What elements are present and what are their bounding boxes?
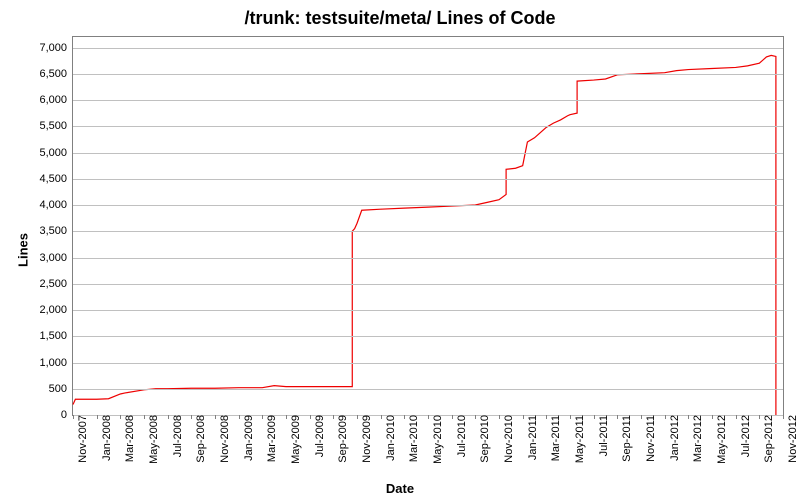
grid-line	[73, 284, 783, 285]
y-axis-label: Lines	[15, 233, 30, 267]
x-tick-label: May-2008	[144, 415, 160, 464]
grid-line	[73, 48, 783, 49]
x-tick-label: Nov-2011	[641, 415, 657, 462]
y-tick-label: 6,000	[39, 94, 73, 106]
x-tick-label: Nov-2007	[73, 415, 89, 463]
y-tick-label: 3,000	[39, 252, 73, 264]
x-tick-label: Jan-2009	[239, 415, 255, 461]
grid-line	[73, 74, 783, 75]
plot-area: 05001,0001,5002,0002,5003,0003,5004,0004…	[72, 36, 784, 416]
x-tick-label: Mar-2010	[404, 415, 420, 462]
x-tick-label: Sep-2011	[617, 415, 633, 462]
x-tick-label: Jul-2008	[168, 415, 184, 457]
x-tick-label: Nov-2008	[215, 415, 231, 463]
y-tick-label: 4,500	[39, 173, 73, 185]
x-tick-label: May-2009	[286, 415, 302, 464]
y-tick-label: 5,000	[39, 147, 73, 159]
x-tick-label: Jan-2008	[97, 415, 113, 461]
grid-line	[73, 310, 783, 311]
x-tick-label: Sep-2009	[333, 415, 349, 463]
grid-line	[73, 100, 783, 101]
y-tick-label: 5,500	[39, 120, 73, 132]
grid-line	[73, 126, 783, 127]
y-tick-label: 2,500	[39, 278, 73, 290]
y-tick-label: 3,500	[39, 225, 73, 237]
y-tick-label: 2,000	[39, 304, 73, 316]
chart-title: /trunk: testsuite/meta/ Lines of Code	[0, 8, 800, 29]
x-tick-label: Jul-2010	[452, 415, 468, 457]
x-tick-label: May-2011	[570, 415, 586, 463]
grid-line	[73, 389, 783, 390]
x-tick-label: Nov-2010	[499, 415, 515, 463]
y-tick-label: 4,000	[39, 199, 73, 211]
x-tick-label: Jul-2011	[594, 415, 610, 456]
grid-line	[73, 336, 783, 337]
y-tick-label: 500	[49, 383, 73, 395]
grid-line	[73, 231, 783, 232]
chart-container: /trunk: testsuite/meta/ Lines of Code Li…	[0, 0, 800, 500]
y-tick-label: 6,500	[39, 68, 73, 80]
line-series	[73, 37, 783, 415]
x-tick-label: Jan-2011	[523, 415, 539, 460]
x-tick-label: Jul-2009	[310, 415, 326, 457]
x-tick-label: Mar-2008	[120, 415, 136, 462]
x-tick-label: Nov-2012	[783, 415, 799, 463]
x-tick-label: Mar-2012	[688, 415, 704, 462]
grid-line	[73, 179, 783, 180]
grid-line	[73, 258, 783, 259]
grid-line	[73, 205, 783, 206]
x-tick-label: Jan-2010	[381, 415, 397, 461]
x-tick-label: Sep-2010	[475, 415, 491, 463]
x-tick-label: Mar-2009	[262, 415, 278, 462]
x-tick-label: May-2010	[428, 415, 444, 464]
y-tick-label: 1,500	[39, 330, 73, 342]
x-tick-label: Jan-2012	[665, 415, 681, 461]
x-tick-label: Sep-2012	[759, 415, 775, 463]
x-tick-label: Sep-2008	[191, 415, 207, 463]
x-tick-label: Mar-2011	[546, 415, 562, 461]
series-line	[73, 55, 776, 415]
x-tick-label: Nov-2009	[357, 415, 373, 463]
x-tick-label: Jul-2012	[736, 415, 752, 457]
y-tick-label: 7,000	[39, 42, 73, 54]
x-axis-label: Date	[0, 481, 800, 496]
x-tick-label: May-2012	[712, 415, 728, 464]
y-tick-label: 1,000	[39, 357, 73, 369]
y-tick-label: 0	[61, 409, 73, 421]
grid-line	[73, 363, 783, 364]
grid-line	[73, 153, 783, 154]
